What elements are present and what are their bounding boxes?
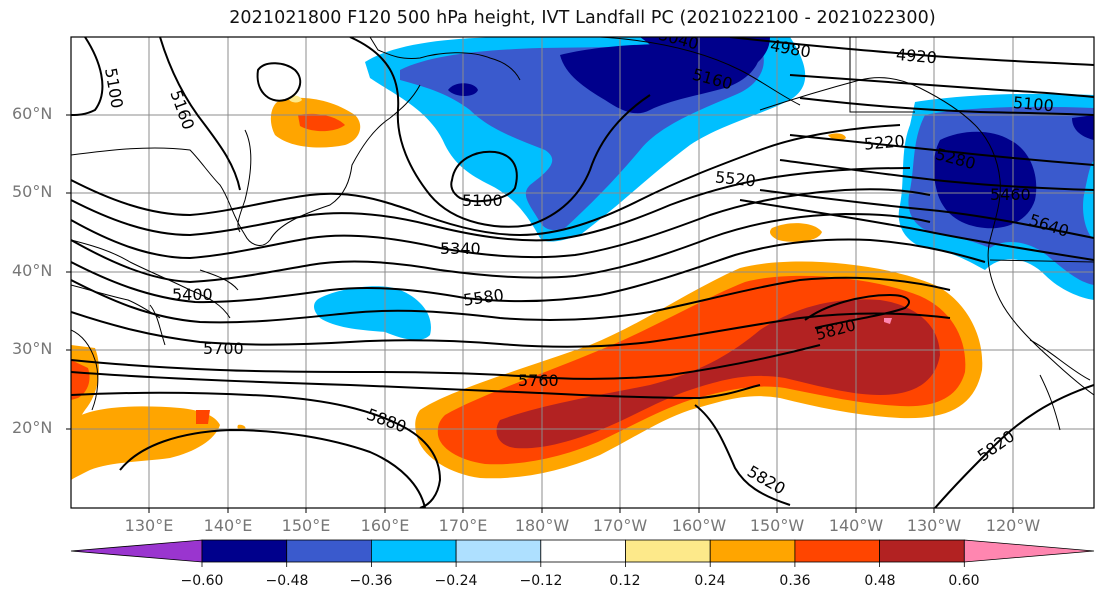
colorbar-tick-label: −0.12 [519, 573, 563, 589]
graticule [71, 37, 1094, 508]
contour-label: 5100 [462, 191, 503, 210]
colorbar-swatch [201, 539, 288, 563]
lon-label: 140°E [203, 516, 253, 535]
lon-label: 160°E [360, 516, 410, 535]
lon-label: 140°W [828, 516, 884, 535]
contour-label: 5340 [440, 239, 481, 258]
lon-label: 170°E [438, 516, 488, 535]
map-title: 2021021800 F120 500 hPa height, IVT Land… [229, 8, 936, 28]
colorbar-swatch [370, 539, 457, 563]
contour-label: 5820 [974, 426, 1018, 465]
lon-label: 180°W [514, 516, 570, 535]
contour-label: 5460 [990, 185, 1031, 204]
colorbar-swatch [286, 539, 372, 563]
negative-anomaly-north-pacific [365, 37, 806, 242]
contour-label: 5400 [172, 285, 213, 304]
lon-label: 120°W [985, 516, 1041, 535]
colorbar-tick-label: −0.36 [349, 573, 393, 589]
colorbar-tick-label: −0.24 [434, 573, 478, 589]
positive-anomaly-kamchatka [270, 95, 361, 148]
colorbar [70, 539, 1095, 567]
lon-label: 130°E [124, 516, 174, 535]
contour-label: 5820 [744, 462, 789, 499]
height-contours [71, 37, 1094, 508]
colorbar-swatch [70, 539, 203, 563]
lat-label: 20°N [12, 418, 53, 437]
colorbar-tick-label: 0.36 [779, 573, 811, 589]
colorbar-tick-label: 0.24 [694, 573, 726, 589]
contour-label: 5700 [203, 339, 244, 358]
lat-label: 60°N [12, 104, 53, 123]
lon-label: 150°E [281, 516, 331, 535]
contour-label: 5220 [863, 131, 905, 153]
colorbar-swatch [455, 539, 542, 563]
lon-label: 160°W [671, 516, 727, 535]
colorbar-tick-label: −0.48 [265, 573, 309, 589]
contour-label: 4920 [895, 45, 937, 67]
contour-label: 5760 [518, 371, 559, 390]
lon-label: 150°W [749, 516, 805, 535]
negative-anomaly-small [314, 286, 431, 341]
colorbar-swatch [709, 539, 796, 563]
colorbar-swatch [963, 539, 1095, 563]
lon-label: 170°W [592, 516, 648, 535]
contour-label: 5100 [1012, 93, 1054, 115]
colorbar-tick-label: 0.60 [948, 573, 980, 589]
colorbar-tick-label: −0.60 [180, 573, 224, 589]
colorbar-swatch [625, 539, 711, 563]
contour-label: 5580 [462, 285, 505, 309]
contour-label: 5160 [166, 87, 198, 132]
colorbar-swatch [540, 539, 626, 563]
colorbar-tick-label: 0.48 [864, 573, 896, 589]
colorbar-swatch [879, 539, 965, 563]
contour-label: 5100 [101, 66, 127, 109]
colorbar-tick-label: 0.12 [609, 573, 641, 589]
lon-label: 130°W [906, 516, 962, 535]
colorbar-swatch [794, 539, 881, 563]
contour-label: 5520 [714, 167, 756, 190]
contour-label: 5880 [364, 405, 409, 437]
axis-ticks [66, 114, 1014, 513]
lat-label: 30°N [12, 339, 53, 358]
positive-anomaly-west [71, 345, 246, 480]
lat-label: 40°N [12, 261, 53, 280]
lat-label: 50°N [12, 182, 53, 201]
